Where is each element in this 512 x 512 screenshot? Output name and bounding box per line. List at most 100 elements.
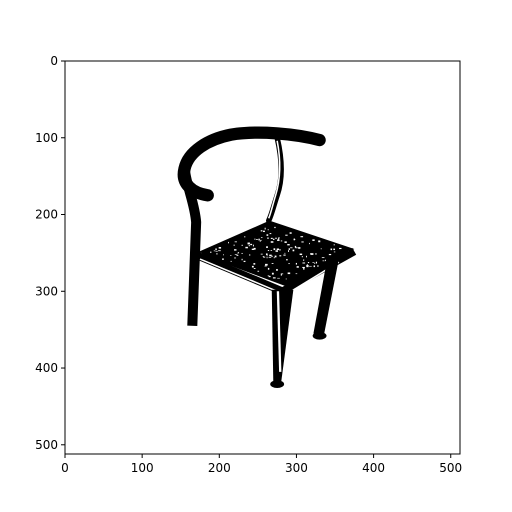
seat-weave-speck (268, 275, 271, 278)
seat-weave-speck (284, 241, 287, 243)
seat-weave-speck (222, 254, 224, 256)
seat-weave-speck (269, 233, 272, 235)
chair-back-spindle (265, 135, 284, 224)
seat-weave-speck (252, 244, 254, 247)
seat-weave-speck (280, 274, 283, 276)
seat-weave-speck (251, 265, 254, 268)
seat-weave-speck (267, 250, 270, 251)
seat-weave-speck (301, 256, 304, 258)
chair-image (177, 126, 357, 388)
seat-weave-speck (259, 240, 261, 242)
y-axis-ticks: 0 100 200 300 400 500 (35, 54, 65, 452)
seat-weave-speck (293, 239, 296, 240)
seat-weave-speck (270, 241, 274, 243)
seat-weave-speck (302, 262, 306, 264)
chair-back-left-leg (179, 167, 202, 326)
seat-weave-speck (303, 259, 305, 261)
seat-weave-speck (302, 266, 305, 269)
seat-weave-speck (285, 234, 288, 236)
seat-weave-speck (278, 238, 279, 240)
seat-weave-speck (210, 251, 212, 253)
seat-weave-speck (303, 267, 305, 270)
chair-rail-highlight-left (199, 258, 278, 292)
seat-weave-speck (274, 226, 276, 229)
seat-weave-speck (294, 245, 297, 248)
seat-weave-speck (218, 250, 221, 252)
seat-weave-speck (310, 253, 312, 255)
chair-back-spindle-inner (267, 140, 281, 219)
seat-weave-speck (237, 252, 239, 254)
seat-weave-speck (315, 261, 318, 264)
seat-weave-speck (234, 254, 238, 255)
seat-weave-speck (260, 237, 263, 238)
seat-weave-speck (295, 247, 298, 249)
seat-weave-speck (284, 252, 286, 254)
chair-seat-texture (200, 226, 342, 280)
seat-weave-speck (330, 248, 333, 251)
seat-weave-speck (272, 277, 276, 279)
y-tick-label: 300 (35, 284, 58, 298)
seat-weave-speck (270, 237, 273, 239)
seat-weave-speck (320, 248, 322, 250)
seat-weave-speck (292, 249, 295, 252)
seat-weave-speck (321, 257, 325, 259)
seat-weave-speck (285, 278, 287, 280)
seat-weave-speck (276, 248, 280, 251)
seat-weave-speck (307, 262, 310, 264)
chair-front-leg (271, 289, 294, 384)
x-tick-label: 100 (131, 461, 154, 475)
seat-weave-speck (278, 237, 280, 239)
seat-weave-speck (300, 236, 304, 238)
x-tick-label: 0 (61, 461, 69, 475)
seat-weave-speck (288, 248, 290, 250)
seat-weave-speck (274, 237, 278, 239)
seat-weave-speck (260, 253, 263, 255)
seat-weave-speck (257, 270, 260, 272)
seat-weave-speck (306, 265, 309, 268)
seat-weave-speck (243, 260, 246, 263)
seat-weave-speck (258, 238, 260, 241)
seat-weave-speck (254, 238, 256, 240)
seat-weave-speck (228, 241, 229, 244)
seat-weave-speck (266, 246, 268, 248)
seat-weave-speck (267, 237, 269, 239)
seat-weave-speck (251, 248, 255, 250)
seat-weave-speck (234, 257, 237, 259)
seat-weave-speck (241, 258, 243, 261)
seat-weave-speck (241, 252, 243, 254)
seat-weave-speck (276, 269, 278, 271)
seat-weave-speck (322, 260, 325, 262)
seat-weave-speck (270, 255, 273, 257)
x-axis-ticks: 0 100 200 300 400 500 (61, 454, 462, 475)
seat-weave-speck (255, 239, 258, 240)
seat-weave-speck (288, 250, 290, 252)
seat-weave-speck (272, 238, 275, 240)
seat-weave-speck (312, 239, 315, 241)
seat-weave-speck (253, 247, 256, 250)
seat-weave-speck (324, 259, 326, 262)
chair-front-leg-foot (270, 380, 285, 388)
seat-weave-speck (259, 239, 262, 241)
seat-weave-speck (309, 265, 312, 267)
seat-weave-speck (270, 250, 273, 251)
chair-right-leg (313, 259, 339, 338)
seat-weave-speck (277, 239, 280, 241)
y-tick-label: 0 (50, 54, 58, 68)
seat-weave-speck (234, 249, 237, 251)
chair-front-leg-gap (276, 291, 282, 372)
seat-weave-speck (264, 227, 266, 230)
seat-weave-speck (265, 263, 268, 266)
seat-weave-speck (339, 247, 342, 250)
seat-weave-speck (299, 253, 303, 256)
seat-weave-speck (265, 253, 268, 256)
seat-weave-speck (290, 247, 293, 249)
seat-weave-speck (218, 247, 222, 249)
seat-weave-speck (333, 244, 335, 246)
seat-weave-speck (328, 253, 332, 256)
seat-weave-speck (238, 252, 240, 254)
seat-weave-speck (236, 254, 239, 256)
seat-weave-speck (280, 273, 284, 275)
seat-weave-speck (273, 257, 275, 259)
seat-weave-speck (283, 254, 286, 256)
